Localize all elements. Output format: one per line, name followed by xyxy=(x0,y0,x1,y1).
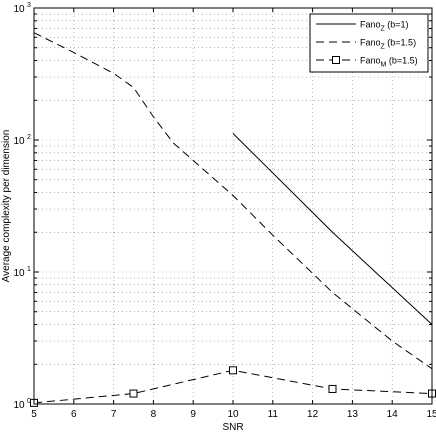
series-1-line xyxy=(232,133,433,325)
x-tick-label: 11 xyxy=(268,409,279,420)
x-tick-label: 5 xyxy=(31,409,37,420)
x-tick-label: 12 xyxy=(307,409,319,420)
legend: FanoZ (b=1) FanoZ (b=1.5) FanoM (b=1.5) xyxy=(309,13,429,73)
series-3-point xyxy=(129,389,138,398)
y-tick-label: 10 3 xyxy=(13,2,31,15)
x-axis-title: SNR xyxy=(222,422,243,433)
x-tick-label: 6 xyxy=(71,409,77,420)
y-tick-label: 10 1 xyxy=(13,266,31,279)
y-tick-label-base: 10 xyxy=(13,136,25,147)
y-tick-label-base: 10 xyxy=(13,268,25,279)
series-3-point xyxy=(328,384,337,393)
legend-label: FanoM (b=1.5) xyxy=(360,56,418,69)
x-tick-label: 10 xyxy=(227,409,239,420)
y-tick-label-exponent: 3 xyxy=(27,2,31,9)
series-1 xyxy=(232,133,433,325)
y-tick-label-exponent: 1 xyxy=(27,266,31,273)
series-2 xyxy=(33,32,433,370)
legend-entry: FanoZ (b=1) xyxy=(316,20,409,33)
tick-marks xyxy=(33,8,433,405)
y-tick-label: 10 2 xyxy=(13,134,31,147)
x-tick-label: 8 xyxy=(151,409,157,420)
x-tick-label: 9 xyxy=(190,409,196,420)
y-tick-label-base: 10 xyxy=(13,400,25,411)
y-tick-label-exponent: 0 xyxy=(27,398,31,405)
x-tick-label: 7 xyxy=(111,409,117,420)
legend-marker xyxy=(332,56,340,64)
series-2-line xyxy=(33,32,433,370)
legend-label: FanoZ (b=1) xyxy=(360,20,409,33)
y-tick-label: 10 0 xyxy=(13,398,31,411)
legend-entry: FanoZ (b=1.5) xyxy=(316,38,416,51)
legend-label: FanoZ (b=1.5) xyxy=(360,38,416,51)
series-3-point xyxy=(229,366,237,375)
legend-entry: FanoM (b=1.5) xyxy=(316,56,418,69)
x-tick-label: 15 xyxy=(426,409,436,420)
y-tick-label-exponent: 2 xyxy=(27,134,31,141)
y-tick-label-base: 10 xyxy=(13,4,25,15)
y-axis-title: Average complexity per dimension xyxy=(1,130,12,283)
x-tick-label: 13 xyxy=(347,409,359,420)
x-tick-labels: 5 6 7 8 9 10 11 12 13 14 15 xyxy=(31,409,436,420)
x-tick-label: 14 xyxy=(387,409,399,420)
